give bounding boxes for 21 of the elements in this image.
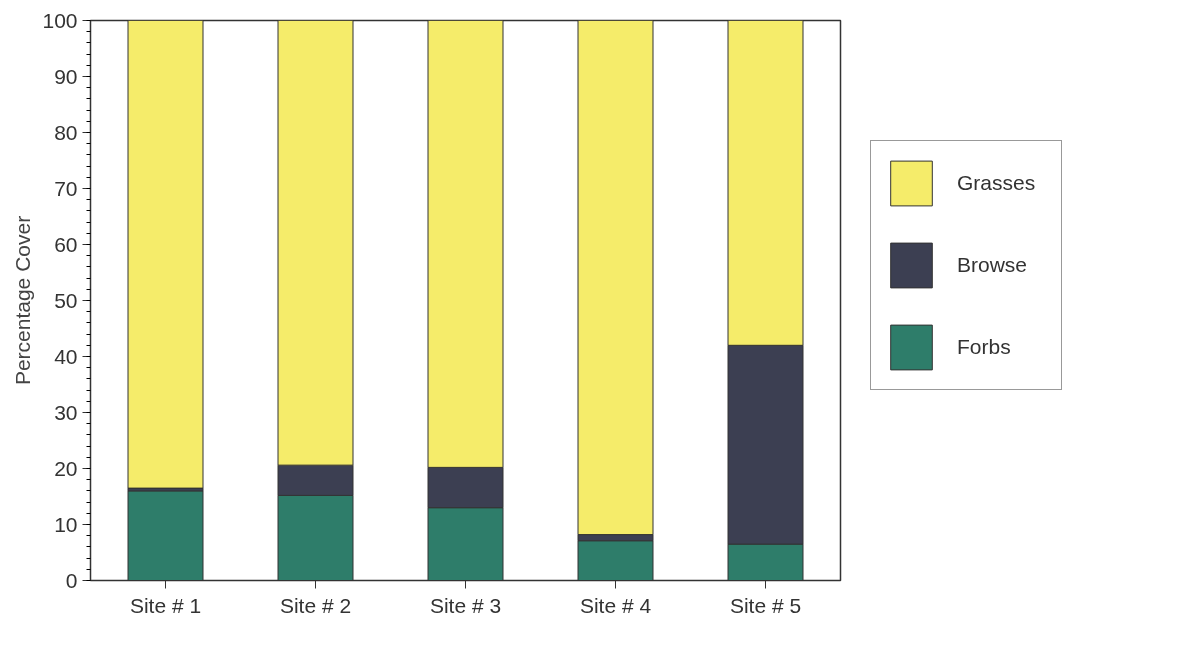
x-tick-label: Site # 3 [429,593,502,617]
x-tick-label: Site # 5 [729,593,802,617]
y-tick-label: 60 [54,232,78,256]
x-tick-label: Site # 2 [279,593,352,617]
y-tick-label: 50 [54,288,78,312]
y-tick-label: 20 [54,456,78,480]
legend-label: Browse [957,253,1029,277]
y-axis-title: Percentage Cover [11,215,35,386]
y-tick-label: 70 [54,176,78,200]
x-tick-label: Site # 1 [129,593,202,617]
bar [127,20,204,489]
x-tick-label: Site # 4 [579,593,652,617]
y-tick-label: 40 [54,344,78,368]
y-tick-label: 10 [54,512,78,536]
y-tick-label: 0 [65,568,78,592]
y-tick-label: 100 [42,8,78,32]
legend-label: Forbs [957,335,1012,359]
y-tick-label: 80 [54,120,78,144]
y-tick-label: 90 [54,64,78,88]
y-tick-label: 30 [54,400,78,424]
legend-label: Grasses [957,171,1037,195]
